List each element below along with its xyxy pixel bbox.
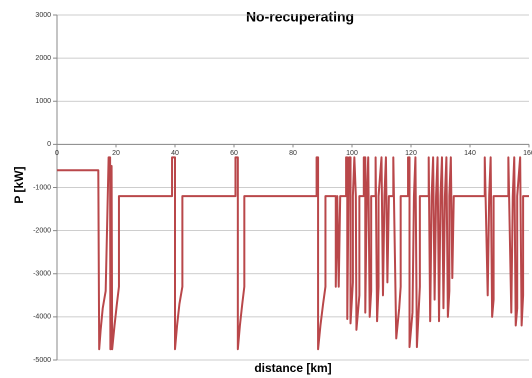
y-tick-label: -2000 <box>33 227 51 234</box>
y-tick-label: 3000 <box>35 12 51 19</box>
x-tick-label: 40 <box>171 150 179 157</box>
x-tick-label: 80 <box>289 150 297 157</box>
x-tick-label: 160 <box>523 150 532 157</box>
x-axis-title: distance [km] <box>254 361 331 375</box>
y-tick-label: 1000 <box>35 98 51 105</box>
x-tick-label: 120 <box>405 150 417 157</box>
y-tick-label: -1000 <box>33 184 51 191</box>
x-tick-label: 0 <box>55 150 59 157</box>
y-tick-label: 2000 <box>35 55 51 62</box>
x-tick-label: 60 <box>230 150 238 157</box>
chart-title: No-recuperating <box>246 9 354 25</box>
x-tick-label: 140 <box>464 150 476 157</box>
y-tick-label: -3000 <box>33 271 51 278</box>
y-tick-label: -5000 <box>33 357 51 364</box>
x-tick-label: 20 <box>112 150 120 157</box>
data-line <box>57 156 529 351</box>
y-tick-label: -4000 <box>33 314 51 321</box>
y-tick-label: 0 <box>47 141 51 148</box>
x-tick-label: 100 <box>346 150 358 157</box>
y-axis-title: P [kW] <box>12 166 26 203</box>
